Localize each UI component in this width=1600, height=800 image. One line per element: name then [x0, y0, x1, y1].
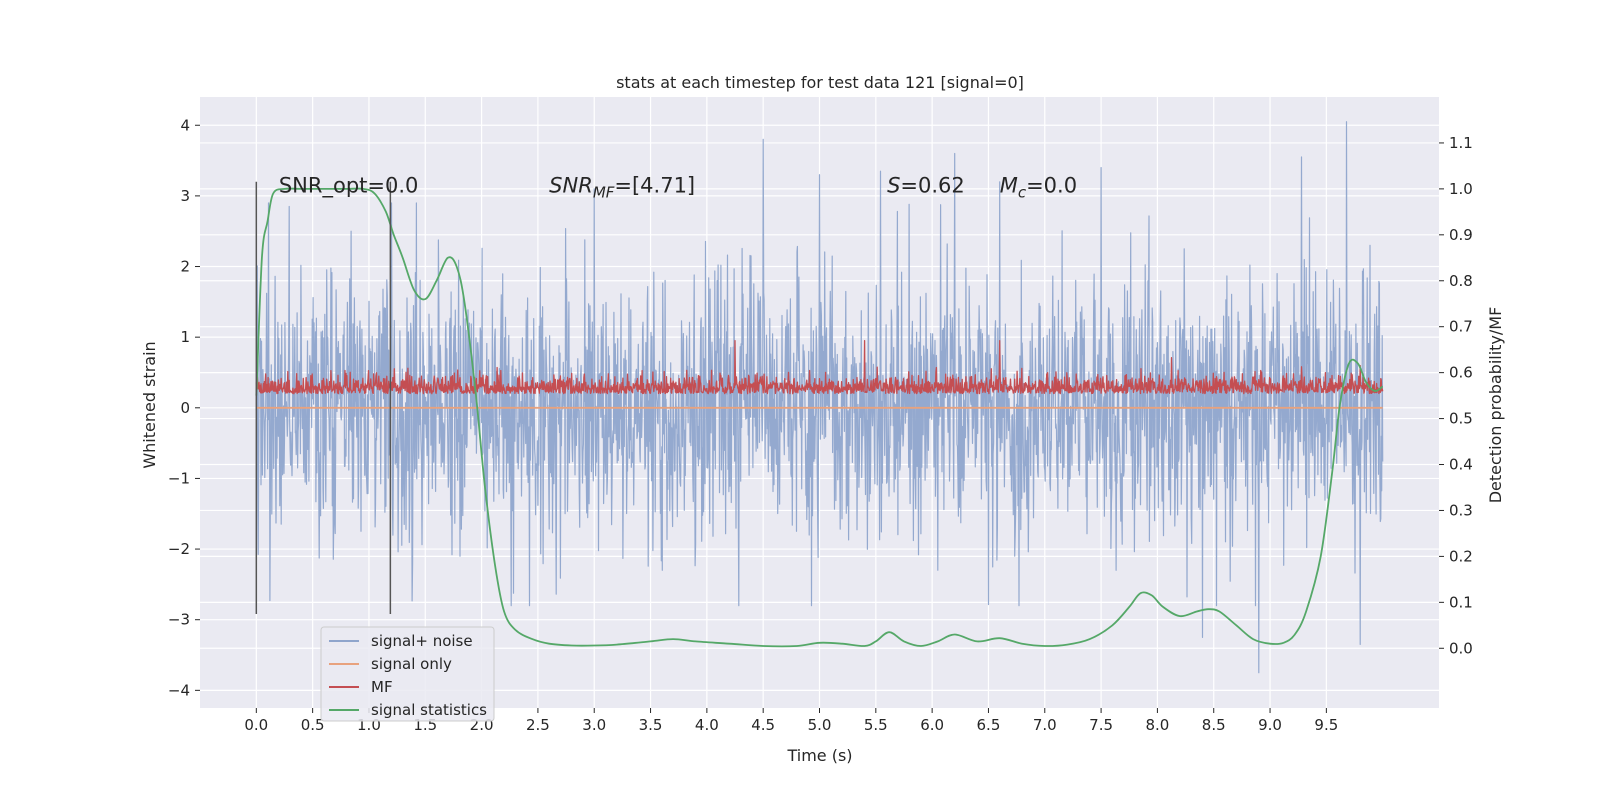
- x-tick-label: 3.5: [639, 716, 663, 734]
- series-line-signal-noise: [255, 121, 1384, 674]
- x-axis-label: Time (s): [786, 746, 852, 765]
- y-tick-label: 3: [180, 187, 190, 205]
- x-tick-label: 0.0: [244, 716, 268, 734]
- y-tick-label: 2: [180, 258, 190, 276]
- legend-label: signal statistics: [371, 701, 487, 719]
- y-tick-label: 4: [180, 116, 190, 134]
- annotation-2: S=0.62: [887, 173, 965, 197]
- series-line-signal-statistics: [255, 187, 1384, 648]
- y2-tick-label: 0.0: [1449, 639, 1473, 657]
- x-tick-label: 6.5: [977, 716, 1001, 734]
- y2-tick-label: 0.1: [1449, 593, 1473, 611]
- y-tick-label: −2: [168, 540, 190, 558]
- y2-tick-label: 0.9: [1449, 226, 1473, 244]
- x-tick-label: 8.5: [1202, 716, 1226, 734]
- legend-label: MF: [371, 678, 393, 696]
- y2-tick-label: 1.0: [1449, 180, 1473, 198]
- y-tick-label: −3: [168, 611, 190, 629]
- chart-title: stats at each timestep for test data 121…: [616, 73, 1024, 92]
- y2-tick-labels: 0.0 0.1 0.2 0.3 0.4 0.5 0.6 0.7 0.8 0.9 1.0 1.1: [1439, 134, 1473, 657]
- y-tick-label: 0: [180, 399, 190, 417]
- y2-tick-label: 0.4: [1449, 456, 1473, 474]
- x-tick-label: 6.0: [920, 716, 944, 734]
- y-tick-labels: −4 −3 −2 −1 0 1 2 3 4: [168, 116, 200, 699]
- legend-label: signal only: [371, 655, 452, 673]
- x-tick-label: 8.0: [1145, 716, 1169, 734]
- x-tick-label: 4.0: [695, 716, 719, 734]
- y-tick-label: −1: [168, 469, 190, 487]
- y2-axis-label: Detection probability/MF: [1486, 307, 1505, 504]
- x-tick-label: 9.5: [1314, 716, 1338, 734]
- x-tick-label: 7.0: [1033, 716, 1057, 734]
- x-tick-label: 4.5: [751, 716, 775, 734]
- x-tick-labels: 0.0 0.5 1.0 1.5 2.0 2.5 3.0 3.5 4.0 4.5 5.0 5.5 6.0 6…: [244, 708, 1338, 734]
- annotation-3: Mc=0.0: [1000, 173, 1077, 201]
- y2-tick-label: 0.7: [1449, 318, 1473, 336]
- y-axis-label: Whitened strain: [140, 341, 159, 468]
- x-tick-label: 9.0: [1258, 716, 1282, 734]
- x-tick-label: 2.5: [526, 716, 550, 734]
- series-layer: [255, 121, 1384, 674]
- legend-label: signal+ noise: [371, 632, 473, 650]
- annotation-1: SNRMF=[4.71]: [549, 173, 695, 201]
- x-tick-label: 5.5: [864, 716, 888, 734]
- y2-tick-label: 1.1: [1449, 134, 1473, 152]
- vline-layer: [255, 181, 392, 615]
- series-line-mf: [255, 340, 1384, 395]
- y-tick-label: −4: [168, 681, 190, 699]
- y2-tick-label: 0.2: [1449, 547, 1473, 565]
- y-tick-label: 1: [180, 328, 190, 346]
- annotations: SNR_opt=0.0 SNRMF=[4.71] S=0.62 Mc=0.0: [279, 173, 1077, 201]
- annotation-0: SNR_opt=0.0: [279, 173, 419, 198]
- y2-tick-label: 0.6: [1449, 364, 1473, 382]
- y2-tick-label: 0.3: [1449, 501, 1473, 519]
- x-tick-label: 0.5: [301, 716, 325, 734]
- x-tick-label: 5.0: [808, 716, 832, 734]
- legend: signal+ noise signal only MF signal statist…: [320, 626, 495, 722]
- x-tick-label: 7.5: [1089, 716, 1113, 734]
- y2-tick-label: 0.8: [1449, 272, 1473, 290]
- y2-tick-label: 0.5: [1449, 410, 1473, 428]
- x-tick-label: 3.0: [582, 716, 606, 734]
- legend-box: [320, 626, 495, 722]
